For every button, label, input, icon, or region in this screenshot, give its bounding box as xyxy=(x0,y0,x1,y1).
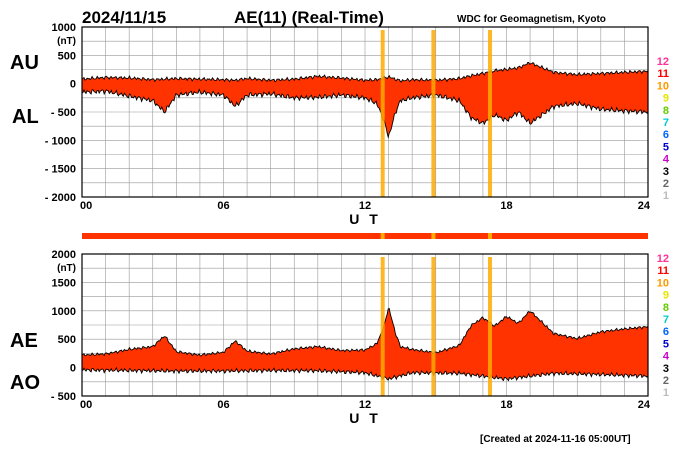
x-axis-label: U T xyxy=(349,211,381,227)
y-tick-label: - 1500 xyxy=(45,164,76,176)
station-count-label: 1 xyxy=(663,387,669,399)
series-line-al xyxy=(81,88,649,139)
x-tick-label: 24 xyxy=(638,200,651,212)
station-count-label: 6 xyxy=(663,129,669,141)
station-dropout-marker xyxy=(380,30,385,197)
station-count-label: 7 xyxy=(663,314,669,326)
y-unit-label: (nT) xyxy=(57,263,76,274)
coverage-bar-dropout xyxy=(431,233,436,239)
ae-ao-panel: 2000 1500 1000 500 0 - 500 (nT) 00 06 12 18 24 U T xyxy=(51,249,651,426)
x-tick-label: 00 xyxy=(80,399,92,411)
station-count-label: 10 xyxy=(657,80,669,92)
station-dropout-marker xyxy=(487,257,492,396)
created-timestamp: [Created at 2024-11-16 05:00UT] xyxy=(480,434,631,445)
station-count-label: 2 xyxy=(663,178,669,190)
x-tick-label: 12 xyxy=(359,399,371,411)
station-count-label: 6 xyxy=(663,326,669,338)
station-count-label: 4 xyxy=(663,351,670,363)
y-tick-label: - 500 xyxy=(51,107,76,119)
plot-frame xyxy=(81,253,649,397)
coverage-bar-dropout xyxy=(487,233,492,239)
y-tick-label: 500 xyxy=(58,334,76,346)
x-tick-label: 18 xyxy=(500,200,512,212)
series-label-ae: AE xyxy=(10,330,38,352)
station-count-label: 9 xyxy=(663,290,669,302)
station-dropout-marker xyxy=(431,257,436,396)
x-tick-label: 18 xyxy=(500,399,512,411)
series-label-al: AL xyxy=(12,106,39,128)
series-line-ao xyxy=(81,366,649,382)
station-count-label: 8 xyxy=(663,105,669,117)
station-count-label: 11 xyxy=(657,68,669,80)
station-count-label: 4 xyxy=(663,154,670,166)
station-dropout-marker xyxy=(380,257,385,396)
station-count-label: 12 xyxy=(657,56,669,68)
station-count-label: 5 xyxy=(663,338,669,350)
station-count-label: 7 xyxy=(663,117,669,129)
y-tick-label: 1500 xyxy=(52,277,76,289)
station-dropout-marker xyxy=(431,30,436,197)
series-line-ae xyxy=(81,308,649,357)
y-tick-label: - 1000 xyxy=(45,135,76,147)
data-area-fill xyxy=(82,308,648,381)
station-count-label: 8 xyxy=(663,302,669,314)
source-label: WDC for Geomagnetism, Kyoto xyxy=(457,14,606,25)
date-label: 2024/11/15 xyxy=(82,8,166,27)
coverage-bar-dropout xyxy=(380,233,385,239)
y-tick-label: 0 xyxy=(70,79,76,91)
chart-title: AE(11) (Real-Time) xyxy=(234,8,384,27)
y-tick-label: 500 xyxy=(58,50,76,62)
station-count-label: 9 xyxy=(663,93,669,105)
station-count-label: 1 xyxy=(663,190,669,202)
au-al-panel: 1000 500 0 - 500 - 1000 - 1500 - 2000 (nT) 00 06 1… xyxy=(45,22,651,227)
y-tick-label: 2000 xyxy=(52,249,76,261)
x-tick-label: 06 xyxy=(217,399,229,411)
series-label-ao: AO xyxy=(10,372,40,394)
series-label-au: AU xyxy=(10,52,39,74)
station-dropout-marker xyxy=(487,30,492,197)
station-count-label: 11 xyxy=(657,265,669,277)
coverage-bar-fill xyxy=(82,233,648,239)
x-tick-label: 00 xyxy=(80,200,92,212)
plot-frame xyxy=(81,26,649,198)
station-count-label: 2 xyxy=(663,375,669,387)
data-area-fill xyxy=(82,62,648,138)
x-tick-label: 06 xyxy=(217,200,229,212)
station-count-label: 3 xyxy=(663,363,669,375)
y-tick-label: 0 xyxy=(70,363,76,375)
y-tick-label: - 2000 xyxy=(45,192,76,204)
series-line-au xyxy=(81,62,649,83)
station-count-label: 5 xyxy=(663,141,669,153)
x-tick-label: 12 xyxy=(359,200,371,212)
station-coverage-bar xyxy=(82,233,648,239)
y-tick-label: 1000 xyxy=(52,306,76,318)
station-count-label: 10 xyxy=(657,277,669,289)
x-axis-label: U T xyxy=(349,410,381,426)
y-unit-label: (nT) xyxy=(57,36,76,47)
station-count-label: 3 xyxy=(663,166,669,178)
y-tick-label: - 500 xyxy=(51,391,76,403)
station-count-label: 12 xyxy=(657,253,669,265)
y-tick-label: 1000 xyxy=(52,22,76,34)
x-tick-label: 24 xyxy=(638,399,651,411)
